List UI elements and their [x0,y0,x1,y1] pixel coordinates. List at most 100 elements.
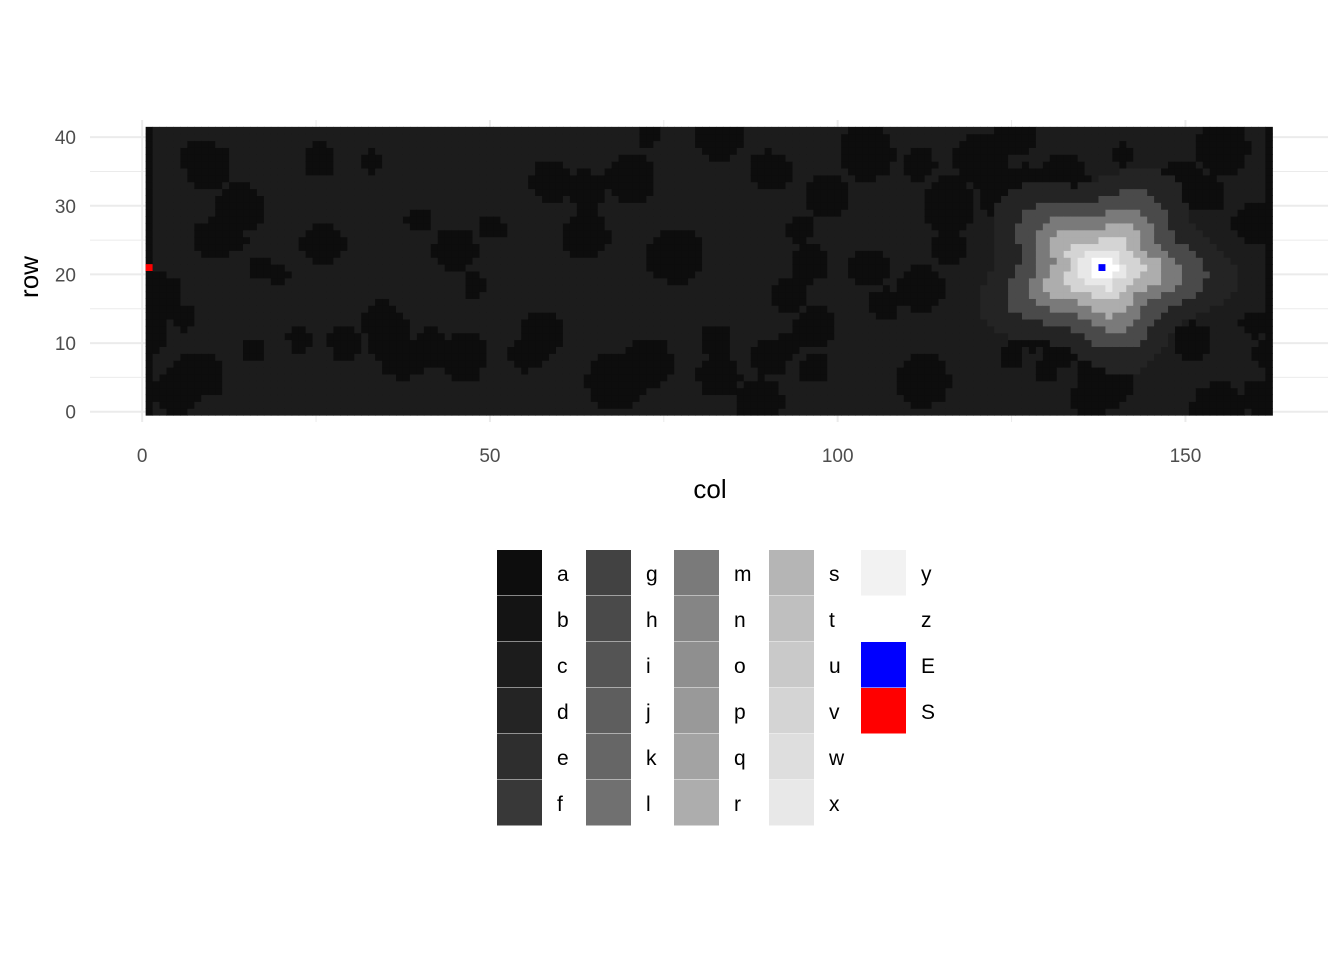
heatmap-tile [340,174,348,183]
heatmap-tile [931,298,940,306]
heatmap-tile [855,380,863,389]
heatmap-tile [208,394,216,402]
heatmap-tile [180,277,188,286]
heatmap-tile [270,277,279,286]
heatmap-tile [966,264,974,272]
heatmap-tile [931,147,940,155]
heatmap-tile [562,188,571,196]
heatmap-tile [938,209,946,217]
heatmap-tile [249,168,258,176]
heatmap-tile [743,291,752,299]
heatmap-tile [931,188,940,196]
heatmap-tile [528,284,536,293]
heatmap-tile [180,332,188,341]
heatmap-tile [792,188,800,196]
heatmap-tile [590,408,599,416]
heatmap-tile [305,154,314,162]
heatmap-tile [848,291,856,299]
heatmap-tile [173,236,181,245]
heatmap-tile [291,319,300,327]
heatmap-tile [576,174,585,183]
heatmap-tile [785,243,793,251]
heatmap-tile [889,126,898,135]
heatmap-tile [945,401,953,409]
heatmap-tile [208,360,216,368]
heatmap-tile [576,394,585,402]
heatmap-tile [229,291,237,299]
heatmap-tile [660,408,668,416]
heatmap-tile [145,250,154,258]
heatmap-tile [215,222,223,231]
heatmap-tile [924,168,933,176]
heatmap-tile [715,250,724,258]
heatmap-tile [256,133,265,142]
heatmap-tile [709,325,717,334]
heatmap-tile [375,325,383,334]
heatmap-tile [750,216,759,224]
heatmap-tile [507,339,515,347]
heatmap-tile [910,161,919,169]
heatmap-tile [354,339,362,347]
heatmap-tile [743,236,752,245]
heatmap-tile [896,257,905,265]
heatmap-tile [555,353,564,361]
heatmap-tile [423,387,432,396]
heatmap-tile [549,367,557,375]
heatmap-tile [402,325,411,334]
heatmap-tile [354,250,362,258]
heatmap-tile [145,325,154,334]
heatmap-tile [389,188,397,196]
heatmap-tile [194,339,202,347]
heatmap-tile [827,147,835,155]
heatmap-tile [688,284,696,293]
heatmap-tile [479,188,487,196]
heatmap-tile [945,222,953,231]
heatmap-tile [229,154,237,162]
heatmap-tile [145,140,154,148]
heatmap-tile [493,154,501,162]
heatmap-tile [729,332,738,341]
heatmap-tile [277,161,286,169]
heatmap-tile [152,401,161,409]
heatmap-tile [465,195,474,203]
heatmap-tile [507,298,515,306]
heatmap-tile [528,277,536,286]
heatmap-tile [389,147,397,155]
heatmap-tile [674,367,682,375]
heatmap-tile [521,401,529,409]
heatmap-tile [528,339,536,347]
heatmap-tile [222,243,230,251]
heatmap-tile [549,312,557,320]
heatmap-tile [472,298,480,306]
heatmap-tile [528,140,536,148]
heatmap-tile [430,387,439,396]
heatmap-tile [542,126,550,135]
heatmap-tile [215,168,223,176]
heatmap-tile [451,353,460,361]
heatmap-tile [326,147,334,155]
heatmap-tile [966,401,974,409]
heatmap-tile [159,277,168,286]
heatmap-tile [952,195,960,203]
heatmap-tile [451,168,460,176]
heatmap-tile [590,271,599,279]
heatmap-tile [277,360,286,368]
heatmap-tile [256,319,265,327]
heatmap-tile [458,243,467,251]
heatmap-tile [298,339,307,347]
heatmap-tile [284,319,293,327]
heatmap-tile [333,188,341,196]
heatmap-tile [229,147,237,155]
heatmap-tile [291,305,300,313]
heatmap-tile [966,332,974,341]
heatmap-tile [855,161,863,169]
heatmap-tile [555,312,564,320]
heatmap-tile [326,353,334,361]
heatmap-tile [848,380,856,389]
heatmap-tile [229,229,237,238]
heatmap-tile [743,222,752,231]
heatmap-tile [924,277,933,286]
heatmap-tile [806,236,814,245]
heatmap-tile [159,298,168,306]
heatmap-tile [924,305,933,313]
